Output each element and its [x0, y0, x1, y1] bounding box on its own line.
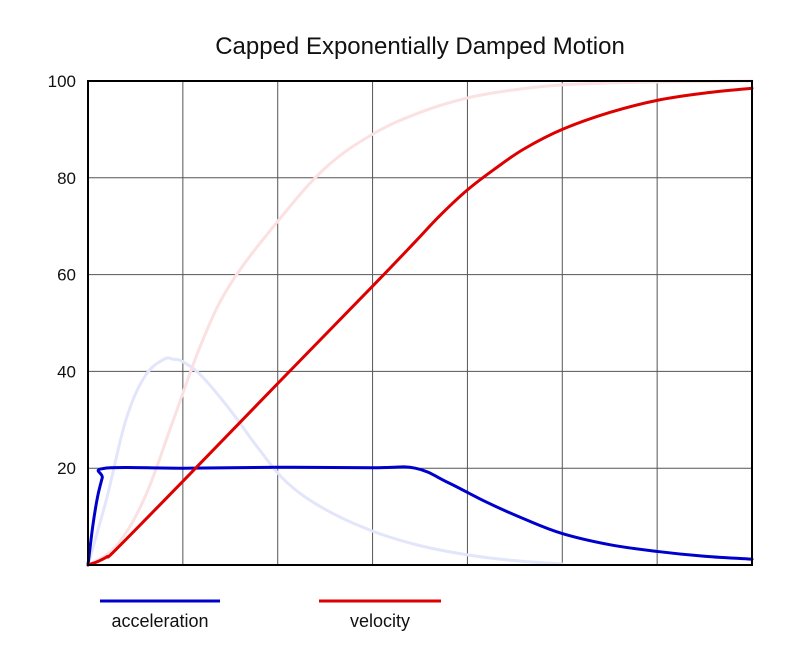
series-layer: [86, 79, 754, 567]
y-tick-labels: 100 80 60 40 20: [48, 72, 76, 478]
grid-vertical: [182, 81, 658, 565]
y-tick-label: 60: [57, 266, 76, 285]
series-line-acceleration: [86, 465, 754, 567]
legend: acceleration velocity: [100, 599, 441, 631]
y-tick-label: 100: [48, 72, 76, 91]
plot-frame: [87, 80, 753, 566]
y-tick-label: 40: [57, 362, 76, 381]
chart-title: Capped Exponentially Damped Motion: [215, 33, 625, 60]
series-line-faint-series-3: [86, 79, 754, 567]
series-line-faint-series-2: [86, 356, 564, 567]
grid-horizontal: [88, 80, 752, 469]
series-line-velocity: [86, 86, 754, 567]
legend-label-velocity: velocity: [350, 611, 410, 631]
legend-label-acceleration: acceleration: [111, 611, 208, 631]
y-tick-label: 80: [57, 169, 76, 188]
y-tick-label: 20: [57, 459, 76, 478]
